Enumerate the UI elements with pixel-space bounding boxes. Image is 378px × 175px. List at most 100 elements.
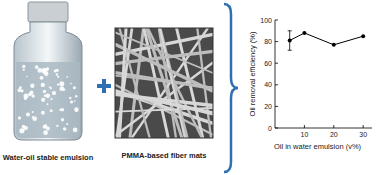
y-tick-label: 100 <box>260 17 272 24</box>
fiber-mats <box>115 28 213 138</box>
droplet <box>43 130 48 135</box>
data-point <box>288 39 292 43</box>
droplet <box>70 100 73 103</box>
fiber-background <box>115 28 213 138</box>
fiber <box>160 28 185 138</box>
plot-area <box>288 31 365 50</box>
y-tick-label: 80 <box>264 38 272 45</box>
droplet <box>50 109 53 112</box>
droplet <box>61 118 64 121</box>
droplet <box>19 128 24 133</box>
droplet <box>44 124 48 128</box>
droplet <box>24 126 28 130</box>
x-tick <box>333 125 334 128</box>
droplet <box>75 110 77 112</box>
droplet <box>69 97 71 99</box>
data-point <box>332 43 336 47</box>
droplet <box>54 70 57 73</box>
x-tick-label: 10 <box>300 131 308 138</box>
y-axis-label: Oil removal efficiency (%) <box>248 31 257 116</box>
droplet <box>73 128 78 133</box>
droplet <box>37 68 42 73</box>
y-tick <box>275 63 278 64</box>
droplet <box>18 116 21 119</box>
droplet <box>70 83 72 85</box>
y-tick <box>275 41 278 42</box>
fiber <box>160 28 187 138</box>
droplet <box>75 95 77 97</box>
droplet <box>43 125 47 129</box>
droplet <box>41 98 45 102</box>
droplet <box>30 84 34 88</box>
x-axis <box>275 128 372 129</box>
droplet <box>74 100 76 102</box>
droplet <box>74 107 79 112</box>
droplet <box>31 94 34 97</box>
fiber <box>115 32 213 73</box>
x-tick-label: 20 <box>330 131 338 138</box>
bracket <box>224 4 238 172</box>
y-tick <box>275 84 278 85</box>
y-tick-label: 20 <box>264 103 272 110</box>
y-axis <box>275 20 276 128</box>
droplet <box>66 76 68 78</box>
droplet <box>41 83 45 87</box>
annotation: PMMA-based fiber mats <box>121 151 206 160</box>
droplet <box>32 116 37 121</box>
x-tick-label: 30 <box>359 131 367 138</box>
fiber <box>130 28 144 138</box>
droplet <box>59 81 64 86</box>
droplet <box>63 127 67 131</box>
y-tick <box>275 106 278 107</box>
droplet <box>26 76 28 78</box>
droplet <box>66 123 68 125</box>
droplet <box>49 86 51 88</box>
x-tick <box>304 125 305 128</box>
droplet <box>43 90 47 94</box>
droplet <box>50 98 52 100</box>
y-tick <box>275 128 278 129</box>
error-bar <box>288 31 292 50</box>
droplet <box>56 125 58 127</box>
plus <box>97 79 111 93</box>
droplet <box>57 76 59 78</box>
axes: 020406080100102030 <box>260 17 372 139</box>
fiber <box>115 92 213 113</box>
droplet <box>57 84 59 86</box>
x-tick <box>363 125 364 128</box>
droplet <box>46 103 48 105</box>
droplet <box>23 69 25 71</box>
vial-emulsion <box>16 62 80 138</box>
droplet <box>20 89 23 92</box>
vial-cap <box>28 2 68 22</box>
y-tick-label: 60 <box>264 60 272 67</box>
root: Water-oil stable emulsion PMMA-based fibe… <box>0 0 378 175</box>
droplet <box>59 86 64 91</box>
droplet <box>73 86 76 89</box>
droplet <box>22 65 26 69</box>
droplet <box>26 112 30 116</box>
canvas: Water-oil stable emulsion PMMA-based fibe… <box>0 0 378 175</box>
droplet <box>52 91 56 95</box>
droplet <box>41 111 45 115</box>
droplet <box>35 65 39 69</box>
fiber-border <box>115 28 213 138</box>
data-line <box>290 33 363 45</box>
droplet <box>56 73 58 75</box>
droplet <box>24 97 27 100</box>
data-point <box>302 31 306 35</box>
annotation: Water-oil stable emulsion <box>3 153 94 162</box>
droplet <box>59 108 62 111</box>
droplet <box>29 91 33 95</box>
fiber <box>119 28 126 138</box>
y-tick-label: 0 <box>268 125 272 132</box>
droplet <box>32 111 34 113</box>
droplet <box>42 68 47 73</box>
y-tick <box>275 20 278 21</box>
x-axis-label: Oil in water emulsion (v%) <box>274 142 362 151</box>
vial <box>14 2 82 140</box>
vial-glass <box>14 22 82 140</box>
droplet <box>44 94 47 97</box>
droplet <box>50 87 52 89</box>
fiber <box>115 91 213 114</box>
